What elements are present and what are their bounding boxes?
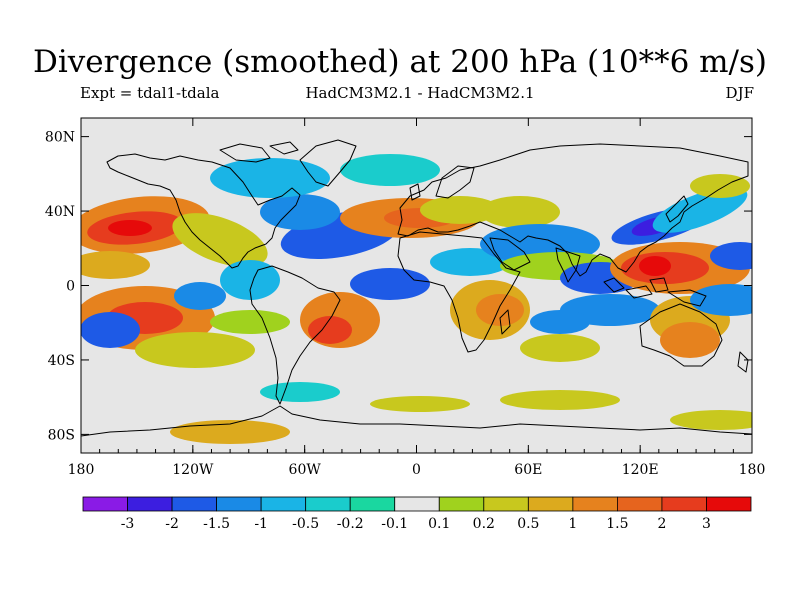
divergence-patch (350, 268, 430, 300)
longitude-axis: 180 120W 60W 0 60E 120E 180 (68, 118, 766, 478)
models-label: HadCM3M2.1 - HadCM3M2.1 (305, 84, 535, 102)
colorbar-label: 1.5 (606, 516, 628, 532)
lon-tick-label: 60E (514, 462, 542, 478)
colorbar-label: -2 (165, 516, 179, 532)
divergence-patch (420, 196, 500, 224)
divergence-patch (108, 220, 152, 236)
colorbar-swatch (706, 496, 752, 512)
coastline-greenland (299, 139, 357, 187)
colorbar-swatch (661, 496, 707, 512)
colorbar-label: 0.5 (517, 516, 539, 532)
divergence-patch (81, 312, 140, 348)
colorbar-swatch (260, 496, 307, 512)
divergence-patch (308, 316, 352, 344)
divergence-patch (500, 390, 620, 410)
divergence-patch (639, 256, 671, 276)
lat-tick-label: 0 (66, 279, 75, 295)
colorbar-swatch (394, 496, 440, 512)
divergence-patch (370, 396, 470, 412)
colorbar-label: -1 (254, 516, 268, 532)
divergence-patch (476, 294, 524, 326)
colorbar-swatch (527, 496, 574, 512)
colorbar-swatch (438, 496, 485, 512)
coastline-antarctica (81, 405, 752, 437)
divergence-patch (340, 154, 440, 186)
coastline-north-america (106, 153, 301, 269)
colorbar-label: 2 (657, 516, 666, 532)
divergence-patch (220, 260, 280, 300)
colorbar-swatch (216, 496, 262, 512)
divergence-patch (690, 174, 750, 198)
lon-tick-label: 120E (622, 462, 659, 478)
divergence-patch (652, 187, 748, 233)
colorbar-label: -0.2 (337, 516, 364, 532)
lon-tick-label: 180 (68, 462, 95, 478)
divergence-patch (210, 158, 330, 198)
divergence-patch (710, 242, 752, 270)
coastline-british-isles (409, 183, 421, 201)
coastline-indonesia (603, 277, 707, 307)
colorbar-swatch (171, 496, 217, 512)
divergence-patch (520, 334, 600, 362)
coastline-eurasia (397, 143, 749, 277)
latitude-axis: 80N 40N 0 40S 80S (45, 130, 752, 443)
colorbar-label: -1.5 (203, 516, 230, 532)
colorbar-swatch (82, 496, 128, 512)
divergence-patch (81, 251, 150, 279)
lat-tick-label: 80N (45, 130, 75, 146)
colorbar-label: 3 (702, 516, 711, 532)
lat-tick-label: 80S (48, 427, 75, 443)
experiment-label: Expt = tdal1-tdala (80, 84, 220, 102)
map-field (81, 118, 752, 453)
divergence-patch (260, 382, 340, 402)
lon-tick-label: 180 (739, 462, 766, 478)
lat-tick-label: 40S (48, 353, 75, 369)
colorbar-label: -0.1 (381, 516, 408, 532)
divergence-patch (210, 310, 290, 334)
colorbar-label: -3 (121, 516, 135, 532)
colorbar-swatch (617, 496, 663, 512)
coastline-india (555, 247, 581, 283)
colorbar-label: 0.1 (428, 516, 450, 532)
colorbar-swatch (572, 496, 618, 512)
divergence-patch (135, 332, 255, 368)
coastlines (81, 139, 752, 437)
lat-tick-label: 40N (45, 204, 75, 220)
divergence-patch (480, 196, 560, 228)
coastline-australia (639, 303, 723, 367)
coastline-arctic-islands (219, 141, 299, 163)
coastline-new-zealand (737, 351, 749, 373)
coastline-japan (665, 195, 689, 223)
colorbar-label: 1 (568, 516, 577, 532)
map-title: Divergence (smoothed) at 200 hPa (10**6 … (33, 44, 767, 80)
coastline-scandinavia (435, 165, 475, 199)
colorbar-label: 0.2 (473, 516, 495, 532)
divergence-patch (690, 284, 752, 316)
colorbar-swatch (127, 496, 173, 512)
colorbar: -3 -2 -1.5 -1 -0.5 -0.2 -0.1 0.1 0.2 0.5 1 1.5 2 3 (82, 496, 752, 532)
colorbar-swatch (349, 496, 396, 512)
colorbar-label: -0.5 (292, 516, 319, 532)
colorbar-swatch (483, 496, 529, 512)
lon-tick-label: 60W (289, 462, 322, 478)
coastline-south-america (249, 265, 341, 405)
divergence-patch (660, 322, 720, 358)
season-label: DJF (725, 84, 754, 102)
divergence-patch (174, 282, 226, 310)
coastline-africa (397, 231, 521, 353)
lon-tick-label: 0 (412, 462, 421, 478)
lon-tick-label: 120W (172, 462, 214, 478)
divergence-patch (670, 410, 752, 430)
coastline-arabia (489, 237, 531, 271)
divergence-patch (530, 310, 590, 334)
divergence-patch (172, 213, 268, 267)
divergence-contours (81, 154, 752, 444)
coastline-madagascar (499, 309, 511, 335)
colorbar-swatch (305, 496, 351, 512)
